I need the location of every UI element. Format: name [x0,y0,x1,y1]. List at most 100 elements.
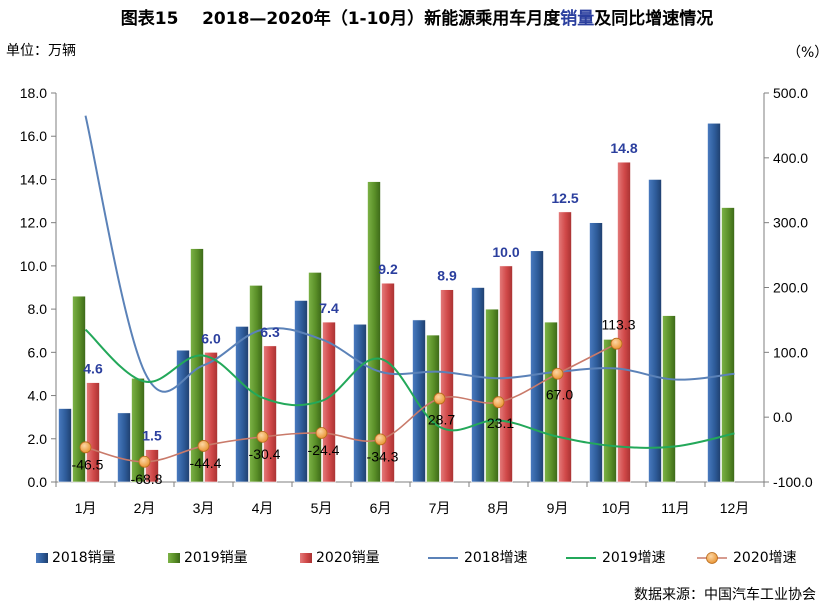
title-main-end: 及同比增速情况 [594,9,714,29]
line-data-label: -24.4 [308,442,340,458]
line-data-label: -30.4 [249,446,281,462]
line-data-label: 23.1 [487,415,514,431]
bar-2020销量 [86,382,100,483]
bar-data-label: 8.9 [437,268,457,284]
bar-2019销量 [426,334,440,483]
legend-label: 2018销量 [52,550,116,566]
bar-2018销量 [176,349,190,483]
bar-2019销量 [485,308,499,483]
marker-2020增速 [256,430,269,443]
bar-2018销量 [353,323,367,483]
bar-data-label: 6.0 [201,330,221,346]
bar-2019销量 [603,339,617,483]
bar-2018销量 [58,408,72,483]
right-tick-label: 200.0 [773,280,808,296]
line-data-label: 28.7 [428,412,455,428]
bar-2018销量 [589,222,603,483]
legend-swatch [168,553,180,563]
legend-label: 2019增速 [602,550,666,566]
bar-2019销量 [662,315,676,483]
bar-2020销量 [381,282,395,483]
marker-2020增速 [138,455,151,468]
bar-2020销量 [499,265,513,483]
bar-2018销量 [235,326,249,483]
bar-2020销量 [440,289,454,483]
chart-title: 图表15 2018—2020年（1-10月）新能源乘用车月度销量及同比增速情况 [0,4,834,29]
bar-2020销量 [322,321,336,483]
bar-2018销量 [707,122,721,483]
bar-2020销量 [558,211,572,483]
right-tick-label: 0.0 [773,409,793,425]
line-2018增速 [84,115,735,393]
legend-swatch [300,553,312,563]
bar-2018销量 [471,287,485,483]
marker-2020增速 [374,433,387,446]
line-data-label: -34.3 [367,448,399,464]
left-tick-label: 6.0 [28,344,48,360]
x-tick-label: 2月 [134,500,156,516]
right-tick-label: 100.0 [773,344,808,360]
left-tick-label: 16.0 [20,128,47,144]
marker-2020增速 [433,392,446,405]
marker-2020增速 [79,441,92,454]
marker-2020增速 [551,367,564,380]
bar-2018销量 [648,179,662,483]
title-main: 2018—2020年（1-10月）新能源乘用车月度 [202,9,561,29]
legend-label: 2019销量 [184,550,248,566]
bar-2020销量 [617,161,631,483]
line-2019增速 [84,328,735,449]
bar-2020销量 [263,345,277,483]
bar-data-label: 10.0 [492,244,519,260]
legend-label: 2020增速 [733,550,797,566]
bar-2018销量 [412,319,426,483]
line-data-label: 67.0 [546,387,573,403]
x-tick-label: 3月 [193,500,215,516]
bar-2019销量 [72,295,86,483]
legend-label: 2020销量 [316,550,380,566]
bar-data-label: 14.8 [610,140,637,156]
bar-2019销量 [721,207,735,483]
x-tick-label: 8月 [488,500,510,516]
bar-data-label: 6.3 [260,324,280,340]
x-tick-label: 5月 [311,500,333,516]
bar-2018销量 [294,300,308,483]
title-prefix: 图表15 [120,9,179,29]
x-tick-label: 7月 [429,500,451,516]
bar-2019销量 [367,181,381,483]
legend-marker [706,552,718,564]
left-tick-label: 4.0 [28,388,48,404]
left-tick-label: 10.0 [20,258,47,274]
bar-data-label: 1.5 [142,428,162,444]
right-axis-unit: （%） [787,45,829,61]
right-tick-label: 500.0 [773,85,808,101]
right-tick-label: -100.0 [773,474,813,490]
marker-2020增速 [610,337,623,350]
right-tick-label: 400.0 [773,150,808,166]
left-tick-label: 0.0 [28,474,48,490]
x-tick-label: 12月 [720,500,750,516]
x-tick-label: 10月 [602,500,632,516]
line-data-label: -44.4 [190,455,222,471]
marker-2020增速 [315,427,328,439]
title-accent: 销量 [560,9,595,29]
bar-data-label: 4.6 [83,361,103,377]
legend-label: 2018增速 [464,550,528,566]
left-tick-label: 14.0 [20,171,47,187]
line-data-label: -46.5 [72,456,104,472]
legend-swatch [36,553,48,563]
x-tick-label: 9月 [547,500,569,516]
line-data-label: 113.3 [602,317,636,333]
bar-2018销量 [117,412,131,483]
x-tick-label: 1月 [75,500,97,516]
bar-data-label: 7.4 [319,300,339,316]
right-tick-label: 300.0 [773,215,808,231]
line-2020增速 [85,342,617,463]
left-tick-label: 18.0 [20,85,47,101]
x-tick-label: 4月 [252,500,274,516]
marker-2020增速 [197,440,210,452]
data-source-note: 数据来源：中国汽车工业协会 [634,587,816,603]
bar-2019销量 [544,321,558,483]
x-tick-label: 11月 [661,500,690,516]
marker-2020增速 [492,396,505,409]
left-axis-unit: 单位：万辆 [6,43,76,59]
